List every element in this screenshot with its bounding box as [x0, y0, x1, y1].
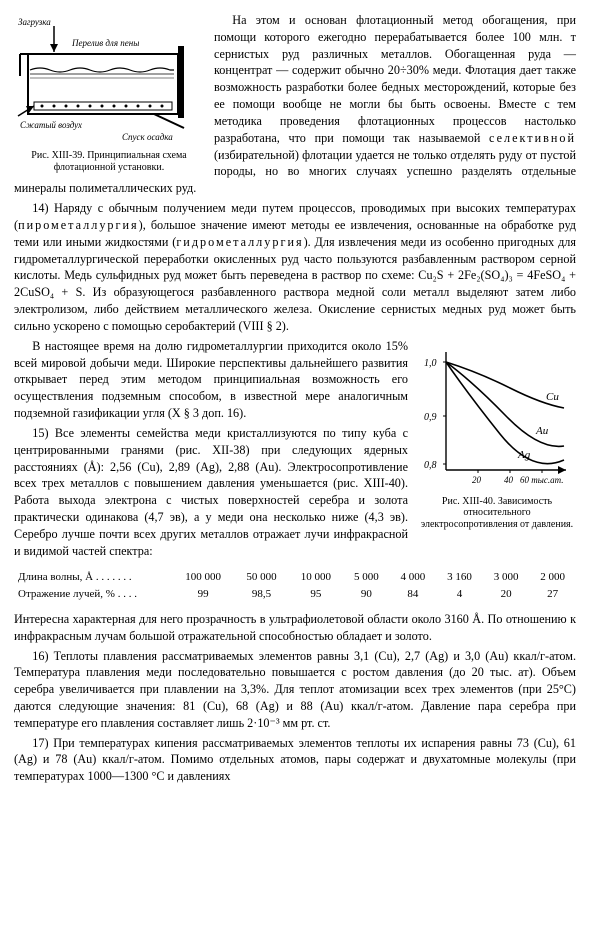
- table-row: Длина волны, Å . . . . . . . 100 000 50 …: [14, 569, 576, 586]
- svg-text:Cu: Cu: [546, 391, 559, 403]
- paragraph-17: 17) При температурах кипения рассматрива…: [14, 735, 576, 785]
- label-drain: Спуск осадка: [122, 132, 173, 142]
- text-spread: пирометаллургия: [18, 218, 139, 232]
- flotation-diagram: Загрузка Перелив для пены Сжатый воздух …: [14, 16, 204, 146]
- text-spread: селективной: [489, 131, 576, 145]
- figure-39: Загрузка Перелив для пены Сжатый воздух …: [14, 16, 204, 173]
- label-load: Загрузка: [18, 17, 51, 27]
- text: ). Для извлечения меди из особенно приго…: [14, 235, 576, 333]
- svg-text:Au: Au: [535, 425, 549, 437]
- paragraph-c: Интересна характерная для него прозрачно…: [14, 611, 576, 645]
- row-label: Длина волны, Å . . . . . . .: [14, 569, 172, 586]
- svg-text:40: 40: [504, 475, 514, 485]
- svg-text:Ag: Ag: [517, 449, 531, 461]
- resistance-chart: 1,0 0,9 0,8 20 40 60 тыс.ат. Cu Au Ag: [418, 342, 576, 492]
- label-air: Сжатый воздух: [20, 120, 82, 130]
- svg-text:1,0: 1,0: [424, 358, 437, 369]
- svg-text:0,8: 0,8: [424, 460, 437, 471]
- label-foam: Перелив для пены: [71, 38, 139, 48]
- figure-40-caption: Рис. XIII-40. Зависимость относительного…: [418, 496, 576, 531]
- reflection-table: Длина волны, Å . . . . . . . 100 000 50 …: [14, 569, 576, 603]
- text-spread: гидрометаллургия: [176, 235, 303, 249]
- paragraph-14: 14) Наряду с обычным получением меди пут…: [14, 200, 576, 335]
- svg-text:0,9: 0,9: [424, 412, 437, 423]
- figure-40: 1,0 0,9 0,8 20 40 60 тыс.ат. Cu Au Ag Ри…: [418, 342, 576, 531]
- paragraph-16: 16) Теплоты плавления рассматриваемых эл…: [14, 648, 576, 732]
- table-row: Отражение лучей, % . . . . 99 98,5 95 90…: [14, 586, 576, 603]
- figure-39-caption: Рис. XIII-39. Принципиальная схема флота…: [14, 150, 204, 173]
- row-label: Отражение лучей, % . . . .: [14, 586, 172, 603]
- svg-text:20: 20: [472, 475, 482, 485]
- text: На этом и основан флотационный метод обо…: [214, 13, 576, 145]
- svg-text:60 тыс.ат.: 60 тыс.ат.: [520, 475, 563, 485]
